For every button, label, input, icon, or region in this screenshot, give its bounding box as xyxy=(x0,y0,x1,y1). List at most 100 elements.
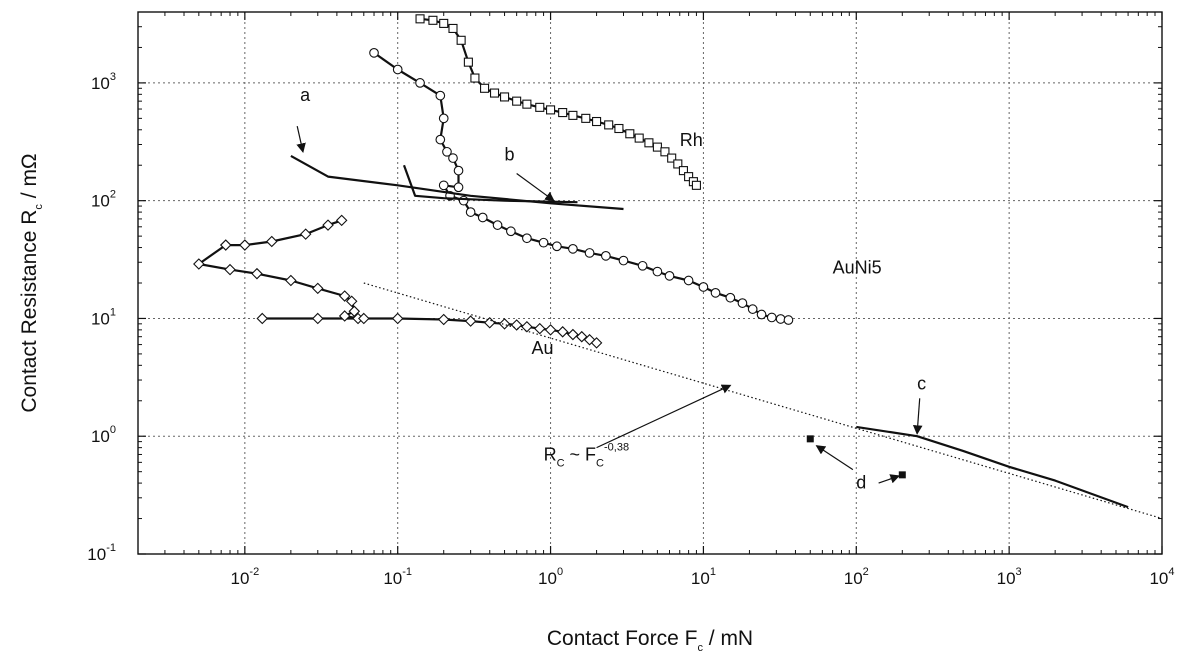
arrow-fit xyxy=(596,384,732,449)
data-point-Au xyxy=(590,337,603,349)
data-point-Rh xyxy=(691,180,701,190)
series-a xyxy=(290,154,624,211)
data-point-Au xyxy=(510,319,523,331)
data-point-Au xyxy=(193,258,205,270)
grid xyxy=(138,12,1162,554)
data-point-Rh xyxy=(499,92,510,102)
annotation-arrows xyxy=(296,125,923,484)
annotation-au: Au xyxy=(531,338,553,358)
data-point-Au xyxy=(285,274,297,287)
data-point-Au xyxy=(348,305,361,318)
series-c xyxy=(856,425,1129,509)
data-point-Au xyxy=(311,312,324,325)
data-point-Rh xyxy=(522,99,532,109)
series-fit xyxy=(363,282,1163,520)
data-point-Rh xyxy=(512,96,522,106)
data-point-Rh xyxy=(489,88,500,98)
data-point-AuNi5 xyxy=(783,315,794,325)
data-point-Rh xyxy=(480,83,490,93)
data-point-Au xyxy=(322,219,334,231)
data-point-Rh xyxy=(470,73,480,83)
data-point-AuNi5 xyxy=(506,226,516,237)
data-point-Au xyxy=(556,326,569,338)
data-point-Au xyxy=(391,312,404,325)
data-point-AuNi5 xyxy=(637,260,648,271)
x-tick-label: 10-2 xyxy=(230,566,259,588)
data-point-Au xyxy=(437,313,450,326)
data-point-AuNi5 xyxy=(415,78,425,88)
data-point-AuNi5 xyxy=(392,64,403,75)
data-point-Rh xyxy=(625,129,635,139)
data-point-Rh xyxy=(439,18,449,28)
data-point-Rh xyxy=(592,116,602,127)
data-point-AuNi5 xyxy=(725,292,736,303)
data-point-Au xyxy=(256,312,269,325)
data-point-AuNi5 xyxy=(766,312,777,323)
data-point-Au xyxy=(521,320,533,333)
y-tick-label: 100 xyxy=(91,424,116,446)
y-tick-label: 102 xyxy=(91,189,116,211)
data-point-Rh xyxy=(652,142,662,152)
data-point-Au xyxy=(311,282,324,295)
data-point-Rh xyxy=(535,102,545,112)
data-point-Rh xyxy=(415,14,425,24)
data-point-d xyxy=(806,435,814,443)
data-point-Au xyxy=(483,316,496,329)
y-axis-title: Contact Resistance Rc / mΩ xyxy=(18,153,45,412)
data-point-AuNi5 xyxy=(568,243,578,254)
series-Au xyxy=(193,214,603,349)
data-point-AuNi5 xyxy=(477,212,488,223)
data-point-AuNi5 xyxy=(453,182,464,193)
series-line-a xyxy=(290,154,624,211)
data-point-Rh xyxy=(678,166,688,176)
data-point-AuNi5 xyxy=(683,275,694,286)
annotation-rh: Rh xyxy=(680,130,703,150)
annotation-c: c xyxy=(917,373,926,393)
data-point-Rh xyxy=(456,35,466,45)
data-point-Rh xyxy=(568,110,578,120)
annotation-a: a xyxy=(300,85,311,105)
series-d xyxy=(806,435,906,479)
axis-ticks: 10-2 10-1 100 101 102 103 104 10-1 100 101 102 103 xyxy=(87,12,1175,588)
data-point-Rh xyxy=(660,147,670,157)
data-point-Au xyxy=(219,239,232,251)
x-tick-label: 103 xyxy=(997,566,1022,588)
data-point-Rh xyxy=(463,57,473,67)
series-line-AuNi5 xyxy=(373,51,789,322)
data-point-Rh xyxy=(644,138,654,148)
data-point-AuNi5 xyxy=(522,233,532,244)
arrow-b xyxy=(516,173,555,202)
data-point-Rh xyxy=(673,159,683,169)
data-point-Rh xyxy=(604,120,614,130)
data-point-Rh xyxy=(684,172,694,182)
data-point-Au xyxy=(251,267,263,280)
data-point-AuNi5 xyxy=(737,298,748,308)
data-point-Au xyxy=(544,324,557,336)
data-point-AuNi5 xyxy=(538,237,549,248)
data-point-Au xyxy=(533,322,546,335)
data-point-AuNi5 xyxy=(552,241,562,252)
y-tick-label: 10-1 xyxy=(87,542,116,564)
data-point-AuNi5 xyxy=(435,134,446,145)
data-point-AuNi5 xyxy=(448,153,458,163)
y-tick-label: 101 xyxy=(91,306,116,328)
data-point-AuNi5 xyxy=(584,248,595,258)
data-point-AuNi5 xyxy=(664,271,675,281)
data-point-AuNi5 xyxy=(710,287,721,298)
data-point-Au xyxy=(338,310,351,322)
data-point-Au xyxy=(239,239,251,251)
annotation-fit: RC ~ FC-0,38 xyxy=(544,442,630,470)
data-point-Au xyxy=(335,214,348,227)
data-point-AuNi5 xyxy=(438,180,449,191)
data-point-Au xyxy=(464,315,477,327)
arrow-c xyxy=(912,398,923,435)
series-line-c xyxy=(856,425,1129,509)
data-point-Au xyxy=(358,312,370,325)
data-point-AuNi5 xyxy=(775,314,786,324)
data-point-AuNi5 xyxy=(492,220,503,230)
x-tick-label: 104 xyxy=(1149,566,1174,588)
data-point-Rh xyxy=(614,123,624,134)
arrow-d1 xyxy=(815,445,854,471)
series-b xyxy=(402,164,578,204)
